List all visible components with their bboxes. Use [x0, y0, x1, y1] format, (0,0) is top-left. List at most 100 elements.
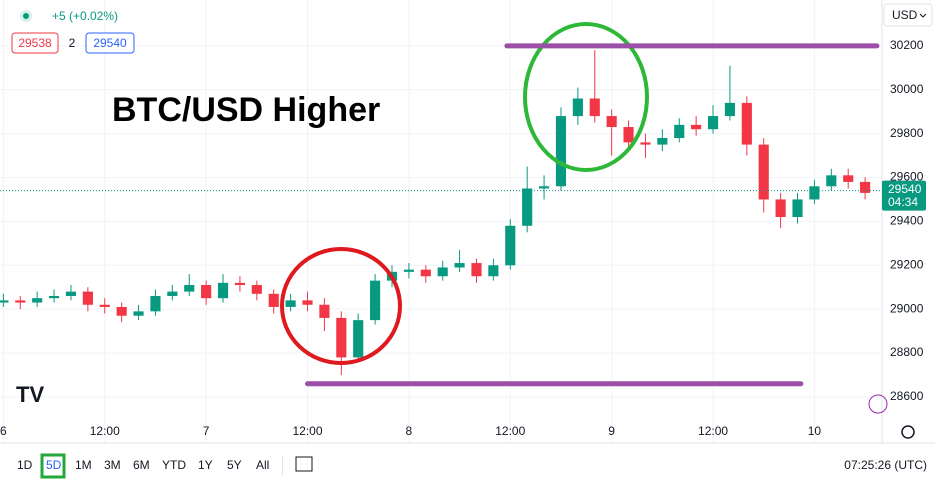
x-tick-label: 12:00 [698, 424, 728, 438]
ask-box[interactable] [85, 32, 135, 54]
candle-body [336, 317, 347, 358]
x-tick-label: 9 [608, 424, 615, 438]
change: +5 (+0.02%) [52, 9, 118, 23]
range-button[interactable]: 6M [133, 458, 150, 472]
y-tick-label: 28600 [890, 389, 924, 403]
candle-body [488, 265, 499, 277]
candle-body [471, 263, 482, 277]
y-tick-label: 28800 [890, 345, 924, 359]
candle-body [589, 98, 600, 117]
candle-body [82, 291, 93, 305]
range-button[interactable]: All [256, 458, 269, 472]
range-button[interactable]: 5D [46, 458, 62, 472]
candle-body [640, 142, 651, 145]
candle-body [724, 102, 735, 117]
candle-body [167, 291, 178, 296]
candle-body [268, 293, 279, 307]
countdown: 04:34 [888, 195, 918, 209]
range-button[interactable]: 1M [75, 458, 92, 472]
green-circle [523, 22, 649, 172]
candle-body [539, 186, 550, 189]
x-tick-label: 6 [0, 424, 7, 438]
candle-body [302, 300, 313, 305]
last-price-box [882, 180, 926, 211]
candle-body [437, 267, 448, 277]
candle-body [150, 295, 161, 312]
candle-body [691, 124, 702, 130]
x-tick-label: 12:00 [90, 424, 120, 438]
separator [282, 455, 283, 475]
chevron [919, 13, 927, 18]
candle-body [775, 199, 786, 218]
x-tick-label: 12:00 [495, 424, 525, 438]
candle-body [809, 186, 820, 200]
range-button[interactable]: 5Y [227, 458, 242, 472]
candles [0, 50, 871, 375]
y-tick-label: 30200 [890, 38, 924, 52]
candle-body [403, 269, 414, 272]
clock: 07:25:26 (UTC) [844, 458, 927, 472]
candle-body [572, 98, 583, 117]
candle-body [285, 300, 296, 307]
y-tick-label: 29400 [890, 214, 924, 228]
x-tick-label: 12:00 [293, 424, 323, 438]
y-tick-label: 30000 [890, 82, 924, 96]
range-button[interactable]: 1Y [198, 458, 213, 472]
bid[interactable]: 29538 [18, 36, 52, 50]
x-tick-label: 10 [808, 424, 822, 438]
candle-body [370, 280, 381, 321]
range-button[interactable]: 1D [17, 458, 33, 472]
range-button[interactable]: YTD [162, 458, 186, 472]
spread: 2 [69, 36, 76, 50]
candle-body [505, 225, 516, 266]
range-button[interactable]: 3M [104, 458, 121, 472]
red-circle [280, 247, 402, 365]
logo: TV [16, 382, 44, 407]
candle-body [657, 138, 668, 145]
candle-body [0, 300, 9, 303]
candle-body [826, 175, 837, 187]
candle-body [420, 269, 431, 277]
candle-body [32, 298, 43, 303]
candle-body [454, 263, 465, 268]
bid-box[interactable] [11, 32, 59, 54]
candle-body [133, 311, 144, 316]
candle-body [99, 304, 110, 307]
ask[interactable]: 29540 [93, 36, 127, 50]
currency[interactable]: USD [892, 8, 918, 22]
settings-icon[interactable] [901, 425, 915, 439]
candle-body [217, 282, 229, 299]
y-tick-label: 29200 [890, 257, 924, 271]
y-tick-label: 29000 [890, 301, 924, 315]
candle-body [353, 320, 364, 358]
candle-body [843, 175, 854, 182]
candle-body [116, 306, 127, 316]
flash-icon[interactable] [868, 394, 888, 414]
candle-body [707, 116, 719, 130]
candle-body [792, 199, 803, 218]
grid [0, 0, 882, 443]
candle-body [758, 144, 769, 200]
candle-body [522, 188, 533, 226]
candle-body [674, 124, 685, 139]
y-tick-label: 29600 [890, 170, 924, 184]
currency-box[interactable] [883, 3, 933, 27]
candle-body [234, 282, 245, 286]
candle-body [555, 116, 567, 187]
candle-body [15, 300, 26, 303]
candle-body [741, 102, 752, 145]
candle-body [49, 295, 60, 299]
candle-body [319, 304, 330, 318]
date-range-icon[interactable] [295, 456, 313, 472]
candle-body [184, 285, 195, 292]
candle-body [201, 285, 212, 299]
candle-body [65, 291, 77, 296]
candle-body [860, 181, 871, 193]
candle-body [251, 285, 262, 294]
candle-body [606, 116, 617, 128]
y-tick-label: 29800 [890, 126, 924, 140]
x-tick-label: 7 [203, 424, 210, 438]
range-selected[interactable] [40, 453, 66, 479]
